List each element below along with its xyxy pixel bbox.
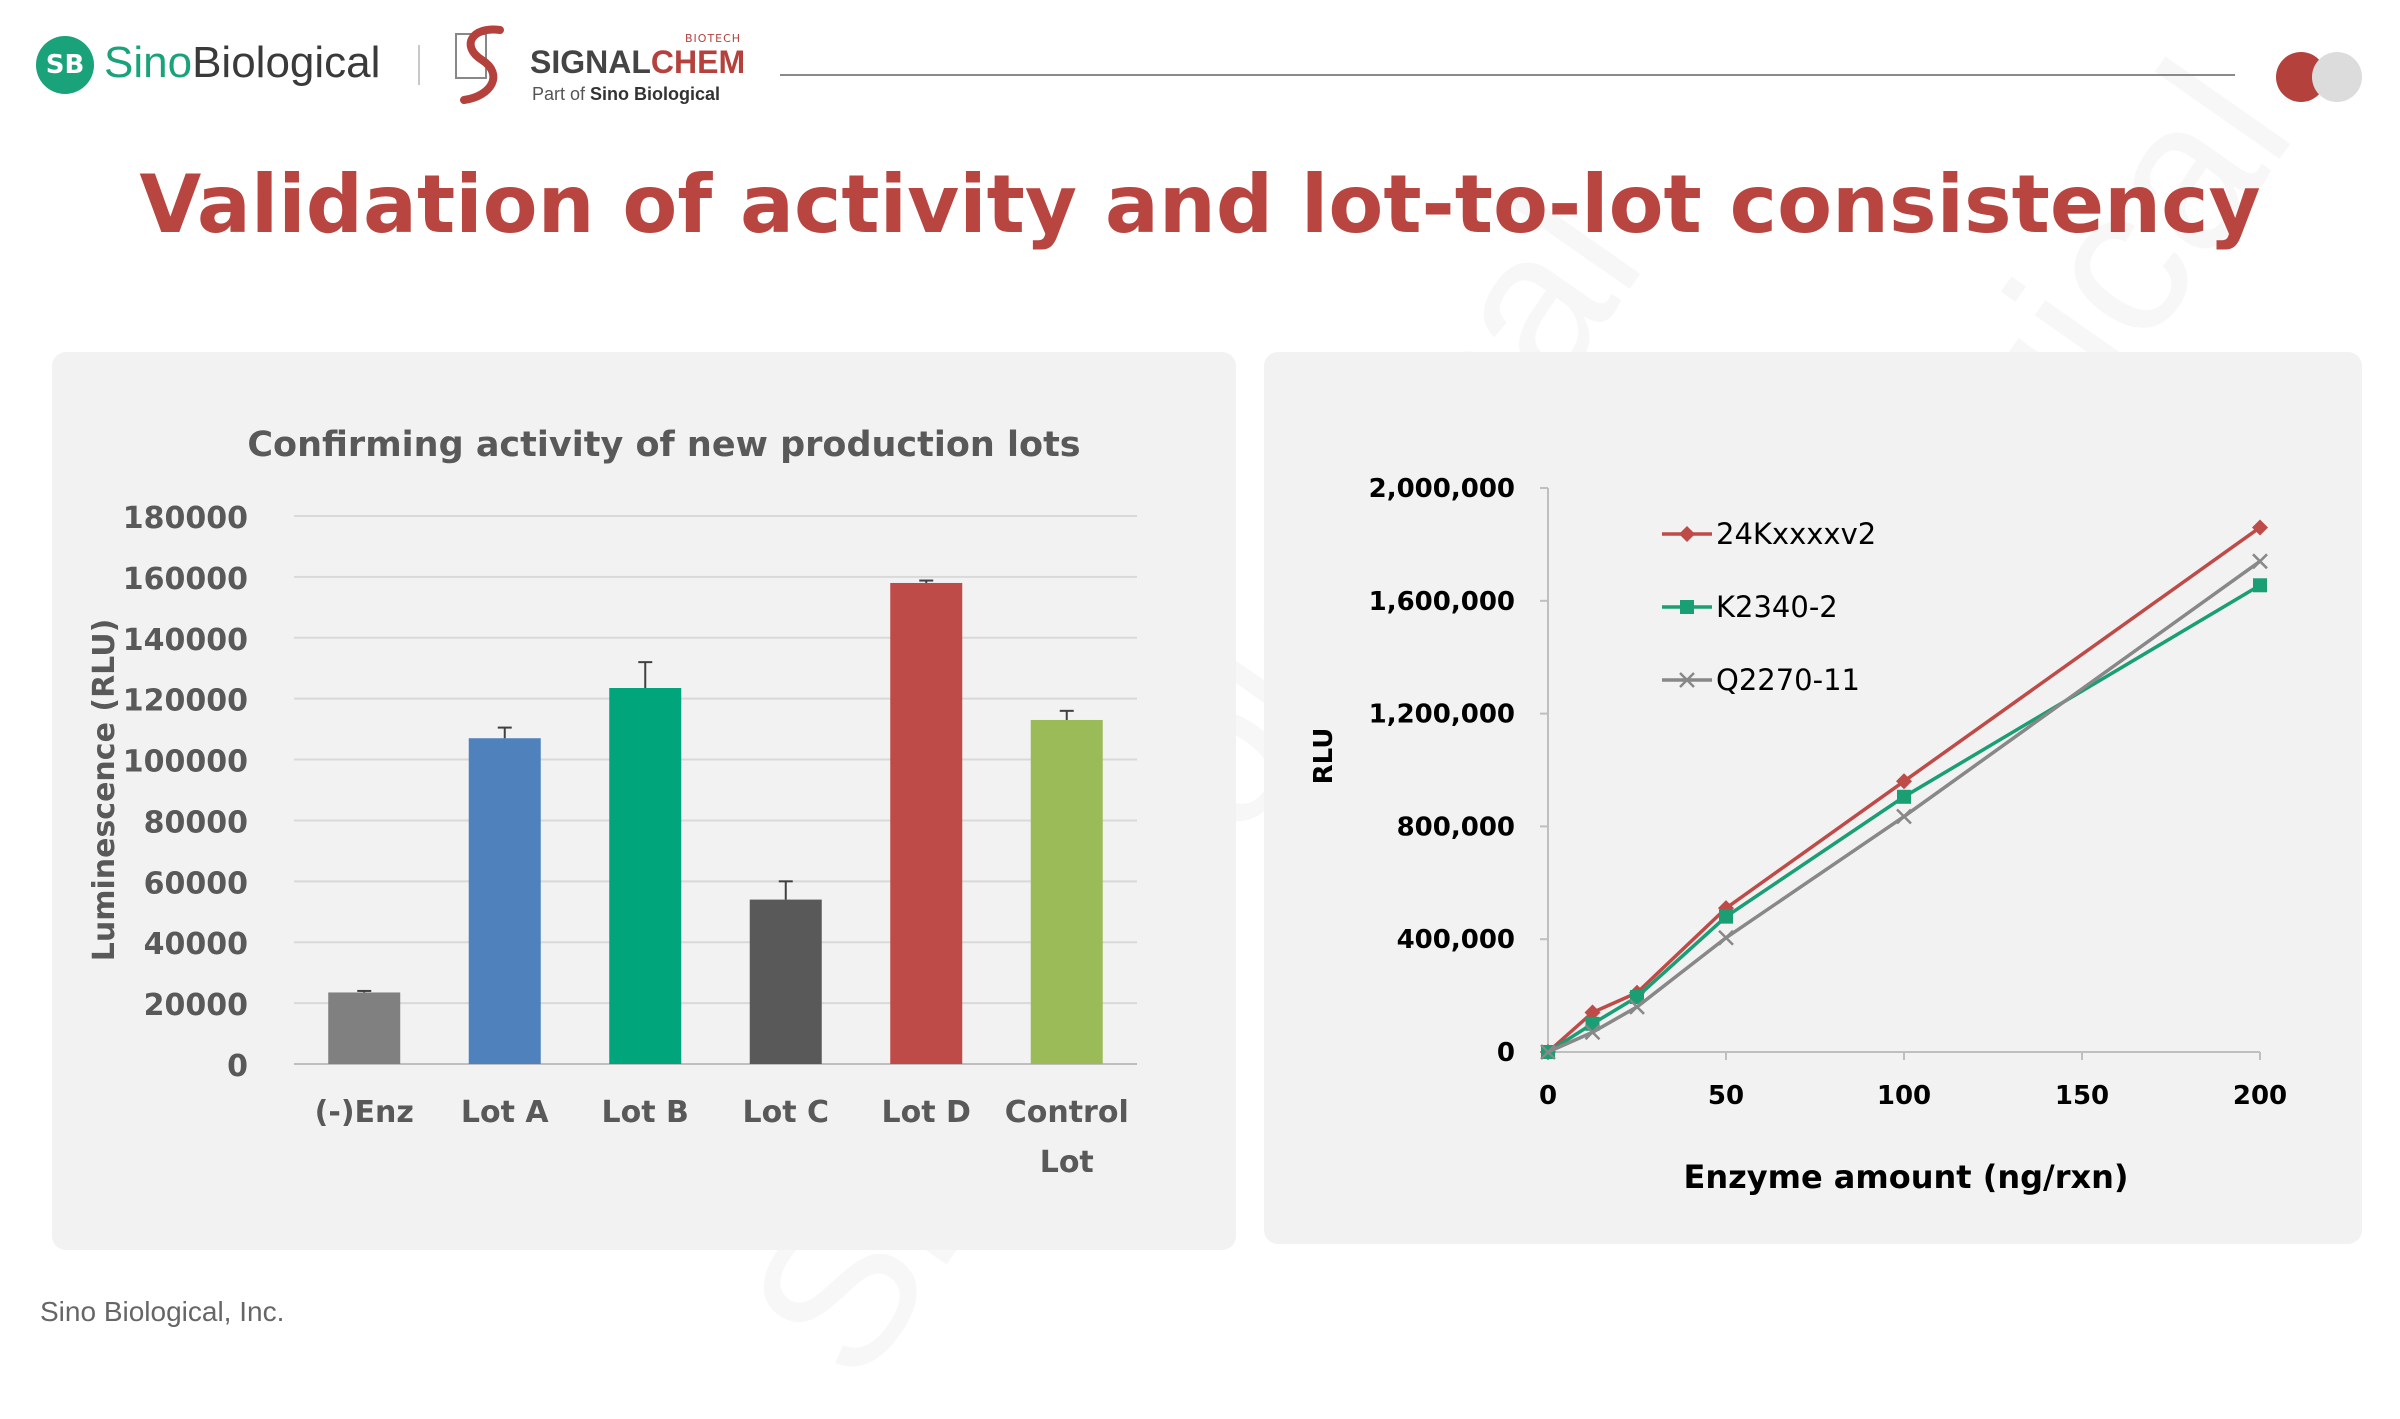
y-tick-label: 400,000 (1397, 925, 1515, 955)
bar (1030, 719, 1103, 1064)
header-divider (780, 74, 2235, 76)
x-tick-label: 50 (1708, 1081, 1744, 1111)
x-tick-label: 150 (2055, 1081, 2109, 1111)
bar (609, 688, 682, 1064)
wordmark-part: CHEM (650, 44, 746, 80)
series-line (1547, 583, 2261, 1054)
y-tick-label: 1,200,000 (1369, 700, 1515, 730)
x-tick-label: Lot (1040, 1145, 1094, 1180)
bar (749, 899, 822, 1064)
bar-chart-panel: Confirming activity of new production lo… (52, 352, 1236, 1250)
y-tick-label: 100000 (123, 745, 248, 780)
y-tick-label: 1,600,000 (1369, 587, 1515, 617)
subtitle-part: Part of (532, 84, 591, 104)
y-tick-label: 140000 (123, 623, 248, 658)
line-chart-panel: 0 400,000 800,000 1,200,000 1,600,000 2,000,0… (1264, 352, 2362, 1244)
x-tick-label: Control (1005, 1095, 1129, 1130)
y-tick-label: 180000 (123, 501, 248, 536)
series-line (1547, 559, 2262, 1054)
logo-separator (418, 45, 420, 85)
signalchem-wordmark: SIGNALCHEM (530, 44, 745, 81)
y-tick-label: 160000 (123, 562, 248, 597)
y-tick-label: 120000 (123, 684, 248, 719)
y-tick-label: 20000 (144, 988, 248, 1023)
bar (328, 992, 401, 1064)
data-point (1540, 1044, 1556, 1060)
wordmark-part: SIGNAL (530, 44, 651, 80)
data-point (1680, 600, 1694, 614)
y-tick-label: 2,000,000 (1369, 474, 1515, 504)
y-tick-label: 800,000 (1397, 812, 1515, 842)
subtitle-part: Sino Biological (590, 84, 721, 104)
wordmark-part: Sino (104, 38, 193, 87)
sino-biological-wordmark: SinoBiological (104, 38, 380, 88)
x-tick-label: Lot D (882, 1095, 971, 1130)
data-point (1630, 990, 1644, 1005)
series-line (1546, 526, 2262, 1054)
decor-dot-grey (2312, 52, 2362, 102)
y-tick-label: 0 (1497, 1038, 1515, 1068)
y-tick-label: 80000 (144, 805, 248, 840)
bar-chart: Confirming activity of new production lo… (87, 425, 1137, 1180)
wordmark-part: Biological (192, 38, 381, 87)
y-tick-label: 40000 (144, 927, 248, 962)
data-point (1629, 998, 1645, 1015)
bar (468, 738, 541, 1064)
legend-label: K2340-2 (1716, 590, 1838, 624)
data-point (1679, 672, 1695, 688)
y-axis-label: Luminescence (RLU) (87, 619, 122, 962)
x-axis-label: Enzyme amount (ng/rxn) (1683, 1158, 2128, 1196)
data-point (1719, 909, 1733, 924)
x-tick-label: (-)Enz (315, 1095, 414, 1130)
data-point (2252, 553, 2268, 570)
y-tick-label: 60000 (144, 866, 248, 901)
data-point (1896, 808, 1912, 825)
data-point (2253, 578, 2267, 593)
line-chart: 0 400,000 800,000 1,200,000 1,600,000 2,000,0… (1309, 474, 2287, 1196)
legend-label: 24Kxxxxv2 (1716, 517, 1876, 551)
bar (890, 582, 963, 1064)
data-point (1679, 526, 1695, 542)
data-point (2252, 519, 2268, 536)
signalchem-tag: BIOTECH (685, 32, 742, 45)
data-point (1897, 789, 1911, 804)
legend-label: Q2270-11 (1716, 663, 1860, 697)
sino-biological-logo-icon: SB (36, 36, 94, 94)
signalchem-s-icon (455, 25, 504, 104)
x-tick-label: Lot C (742, 1095, 829, 1130)
y-axis-label: RLU (1309, 728, 1339, 785)
x-tick-label: 0 (1539, 1081, 1557, 1111)
x-tick-label: 200 (2233, 1081, 2287, 1111)
header: SB SinoBiological BIOTECH SIGNALCHEM Par… (0, 0, 2400, 150)
x-tick-label: Lot A (461, 1095, 550, 1130)
x-tick-label: 100 (1877, 1081, 1931, 1111)
footer-company: Sino Biological, Inc. (40, 1296, 285, 1327)
data-point (1584, 1004, 1601, 1021)
data-point (1896, 773, 1912, 790)
page-title: Validation of activity and lot-to-lot co… (139, 158, 2261, 251)
data-point (1584, 1024, 1601, 1041)
signalchem-subtitle: Part of Sino Biological (532, 84, 720, 105)
x-tick-label: Lot B (602, 1095, 689, 1130)
data-point (1718, 929, 1734, 946)
chart-title: Confirming activity of new production lo… (247, 425, 1080, 465)
y-tick-label: 0 (227, 1049, 248, 1084)
